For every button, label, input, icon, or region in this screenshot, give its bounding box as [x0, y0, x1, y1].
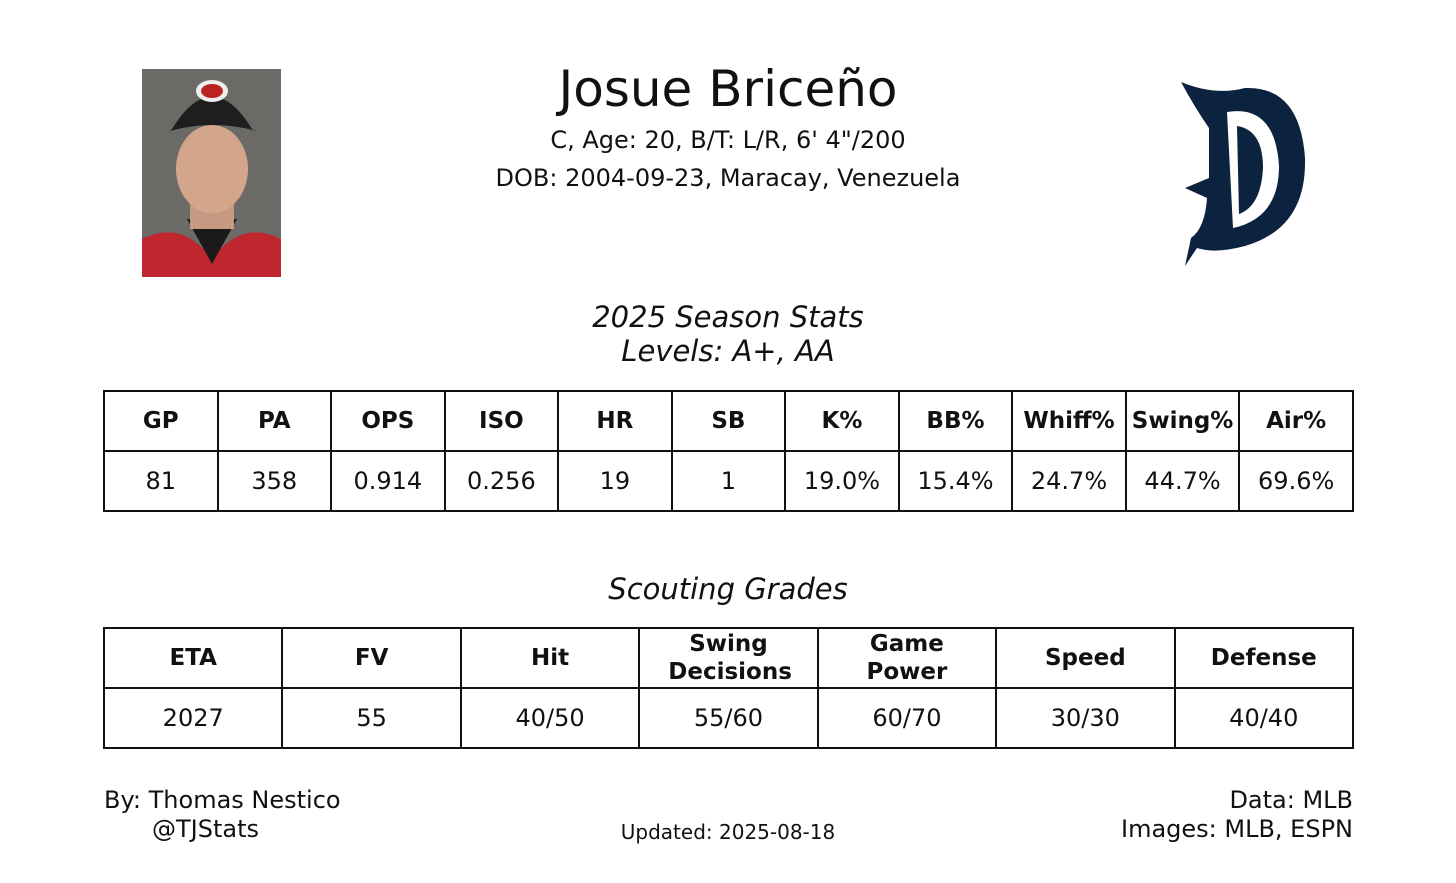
- header-cell: K%: [784, 390, 900, 452]
- value-cell: 2027: [102, 687, 284, 749]
- value-cell: 55/60: [638, 687, 819, 749]
- header-cell: Swing%: [1124, 390, 1241, 452]
- value-cell: 81: [103, 450, 219, 512]
- player-name: Josue Briceño: [558, 60, 898, 118]
- table-row: ETA FV Hit Swing Decisions Game Power Speed De…: [102, 627, 1355, 689]
- value-cell: 30/30: [995, 687, 1176, 749]
- value-cell: 19: [557, 450, 673, 512]
- author: By: Thomas Nestico: [104, 786, 341, 814]
- value-cell: 0.914: [330, 450, 446, 512]
- player-dob: DOB: 2004-09-23, Maracay, Venezuela: [495, 164, 961, 192]
- value-cell: 24.7%: [1011, 450, 1127, 512]
- value-cell: 44.7%: [1124, 450, 1241, 512]
- stats-subtitle: Levels: A+, AA: [621, 334, 835, 368]
- header-cell: ISO: [443, 390, 560, 452]
- value-cell: 55: [281, 687, 462, 749]
- value-cell: 40/40: [1173, 687, 1355, 749]
- value-cell: 40/50: [459, 687, 641, 749]
- value-cell: 1: [670, 450, 787, 512]
- header-cell: GP: [103, 390, 219, 452]
- header-cell: SB: [670, 390, 787, 452]
- data-source: Data: MLB: [1229, 786, 1353, 814]
- updated-date: Updated: 2025-08-18: [620, 820, 836, 844]
- stats-title: 2025 Season Stats: [592, 300, 864, 334]
- scouting-table: ETA FV Hit Swing Decisions Game Power Speed De…: [102, 627, 1355, 749]
- table-row: GP PA OPS ISO HR SB K% BB% Whiff% Swing% Air%: [103, 390, 1354, 452]
- stats-table: GP PA OPS ISO HR SB K% BB% Whiff% Swing% Air% 81 358…: [103, 390, 1354, 512]
- header-cell: Swing Decisions: [638, 627, 819, 689]
- table-row: 81 358 0.914 0.256 19 1 19.0% 15.4% 24.7% 44.7% 69…: [103, 450, 1354, 512]
- team-logo: [1181, 82, 1306, 266]
- value-cell: 15.4%: [897, 450, 1014, 512]
- header-cell: PA: [216, 390, 333, 452]
- handle: @TJStats: [152, 815, 260, 843]
- value-cell: 0.256: [443, 450, 560, 512]
- header-cell: Defense: [1173, 627, 1355, 689]
- header-cell: ETA: [102, 627, 284, 689]
- header-cell: HR: [557, 390, 673, 452]
- header-cell: Hit: [459, 627, 641, 689]
- table-row: 2027 55 40/50 55/60 60/70 30/30 40/40: [102, 687, 1355, 749]
- player-bio: C, Age: 20, B/T: L/R, 6' 4"/200: [550, 126, 906, 154]
- header-cell: OPS: [330, 390, 446, 452]
- value-cell: 19.0%: [784, 450, 900, 512]
- header-cell: Whiff%: [1011, 390, 1127, 452]
- player-photo: [142, 69, 281, 277]
- value-cell: 358: [216, 450, 333, 512]
- header-cell: Game Power: [816, 627, 998, 689]
- header-cell: Air%: [1238, 390, 1354, 452]
- value-cell: 60/70: [816, 687, 998, 749]
- scouting-title: Scouting Grades: [608, 572, 848, 606]
- header-cell: BB%: [897, 390, 1014, 452]
- value-cell: 69.6%: [1238, 450, 1354, 512]
- images-source: Images: MLB, ESPN: [1120, 815, 1353, 843]
- header-cell: Speed: [995, 627, 1176, 689]
- header-cell: FV: [281, 627, 462, 689]
